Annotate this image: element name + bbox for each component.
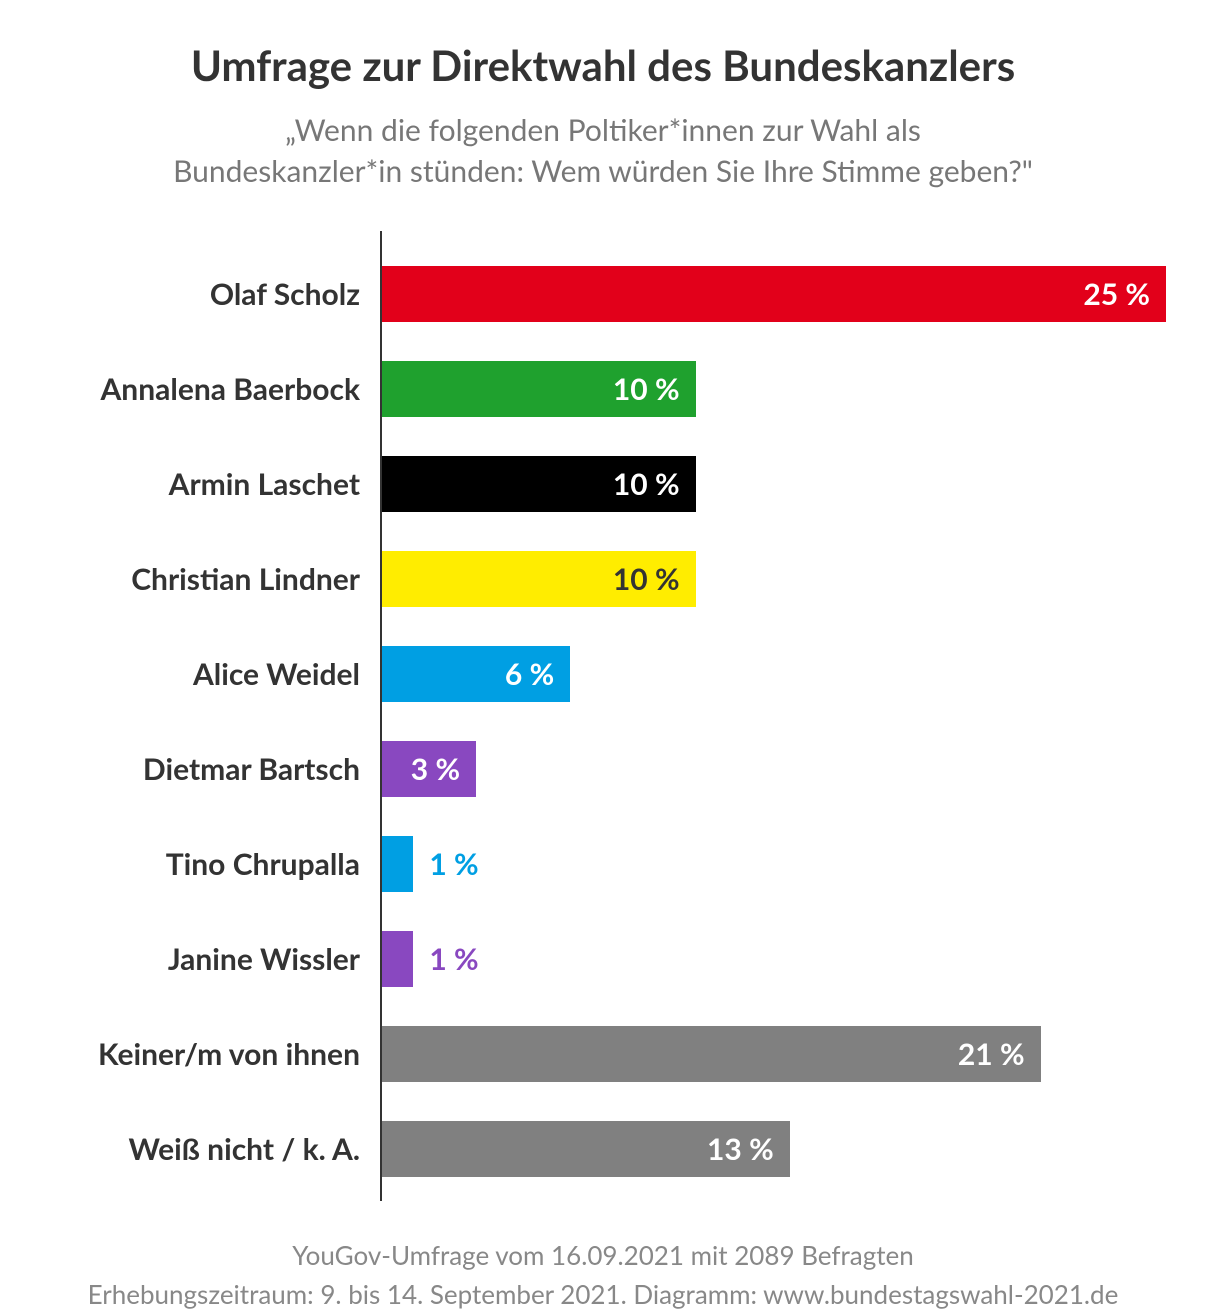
category-label: Weiß nicht / k. A. xyxy=(40,1101,380,1196)
category-label: Keiner/m von ihnen xyxy=(40,1006,380,1101)
bar: 3 % xyxy=(382,741,476,797)
bar xyxy=(382,836,413,892)
bar-value-label: 10 % xyxy=(613,371,680,407)
bar xyxy=(382,931,413,987)
bar-value-label: 10 % xyxy=(613,561,680,597)
category-label: Dietmar Bartsch xyxy=(40,721,380,816)
bar-row: 10 % xyxy=(382,531,1166,626)
bar-row: 13 % xyxy=(382,1101,1166,1196)
footer-line-1: YouGov-Umfrage vom 16.09.2021 mit 2089 B… xyxy=(292,1239,913,1271)
bar-value-label: 10 % xyxy=(613,466,680,502)
category-label: Christian Lindner xyxy=(40,531,380,626)
bar-row: 10 % xyxy=(382,436,1166,531)
bar-row: 6 % xyxy=(382,626,1166,721)
bar-value-label: 1 % xyxy=(429,846,478,882)
bar: 21 % xyxy=(382,1026,1041,1082)
bar-row: 25 % xyxy=(382,246,1166,341)
category-label: Armin Laschet xyxy=(40,436,380,531)
bar: 13 % xyxy=(382,1121,790,1177)
bar: 25 % xyxy=(382,266,1166,322)
bar: 10 % xyxy=(382,361,696,417)
category-labels-column: Olaf ScholzAnnalena BaerbockArmin Lasche… xyxy=(40,231,380,1201)
category-label: Tino Chrupalla xyxy=(40,816,380,911)
bar-value-label: 21 % xyxy=(958,1036,1025,1072)
chart-area: Olaf ScholzAnnalena BaerbockArmin Lasche… xyxy=(40,231,1166,1201)
chart-footer: YouGov-Umfrage vom 16.09.2021 mit 2089 B… xyxy=(40,1236,1166,1314)
category-label: Janine Wissler xyxy=(40,911,380,1006)
subtitle-line-2: Bundeskanzler*in stünden: Wem würden Sie… xyxy=(173,153,1033,189)
bar: 10 % xyxy=(382,456,696,512)
bar-row: 1 % xyxy=(382,911,1166,1006)
bar-row: 3 % xyxy=(382,721,1166,816)
bar-value-label: 1 % xyxy=(429,941,478,977)
subtitle-line-1: „Wenn die folgenden Poltiker*innen zur W… xyxy=(285,112,921,148)
bar-value-label: 25 % xyxy=(1083,276,1150,312)
category-label: Olaf Scholz xyxy=(40,246,380,341)
bar-value-label: 3 % xyxy=(411,751,460,787)
bars-column: 25 % 10 % 10 % 10 % 6 % 3 % 1 % 1 % 21 % 13 % xyxy=(380,231,1166,1201)
bar-row: 1 % xyxy=(382,816,1166,911)
bar-row: 10 % xyxy=(382,341,1166,436)
bar-value-label: 6 % xyxy=(505,656,554,692)
footer-line-2: Erhebungszeitraum: 9. bis 14. September … xyxy=(88,1278,1119,1310)
bar-value-label: 13 % xyxy=(707,1131,774,1167)
category-label: Annalena Baerbock xyxy=(40,341,380,436)
bar-row: 21 % xyxy=(382,1006,1166,1101)
category-label: Alice Weidel xyxy=(40,626,380,721)
bar: 6 % xyxy=(382,646,570,702)
chart-subtitle: „Wenn die folgenden Poltiker*innen zur W… xyxy=(40,110,1166,191)
chart-title: Umfrage zur Direktwahl des Bundeskanzler… xyxy=(40,40,1166,90)
bar: 10 % xyxy=(382,551,696,607)
